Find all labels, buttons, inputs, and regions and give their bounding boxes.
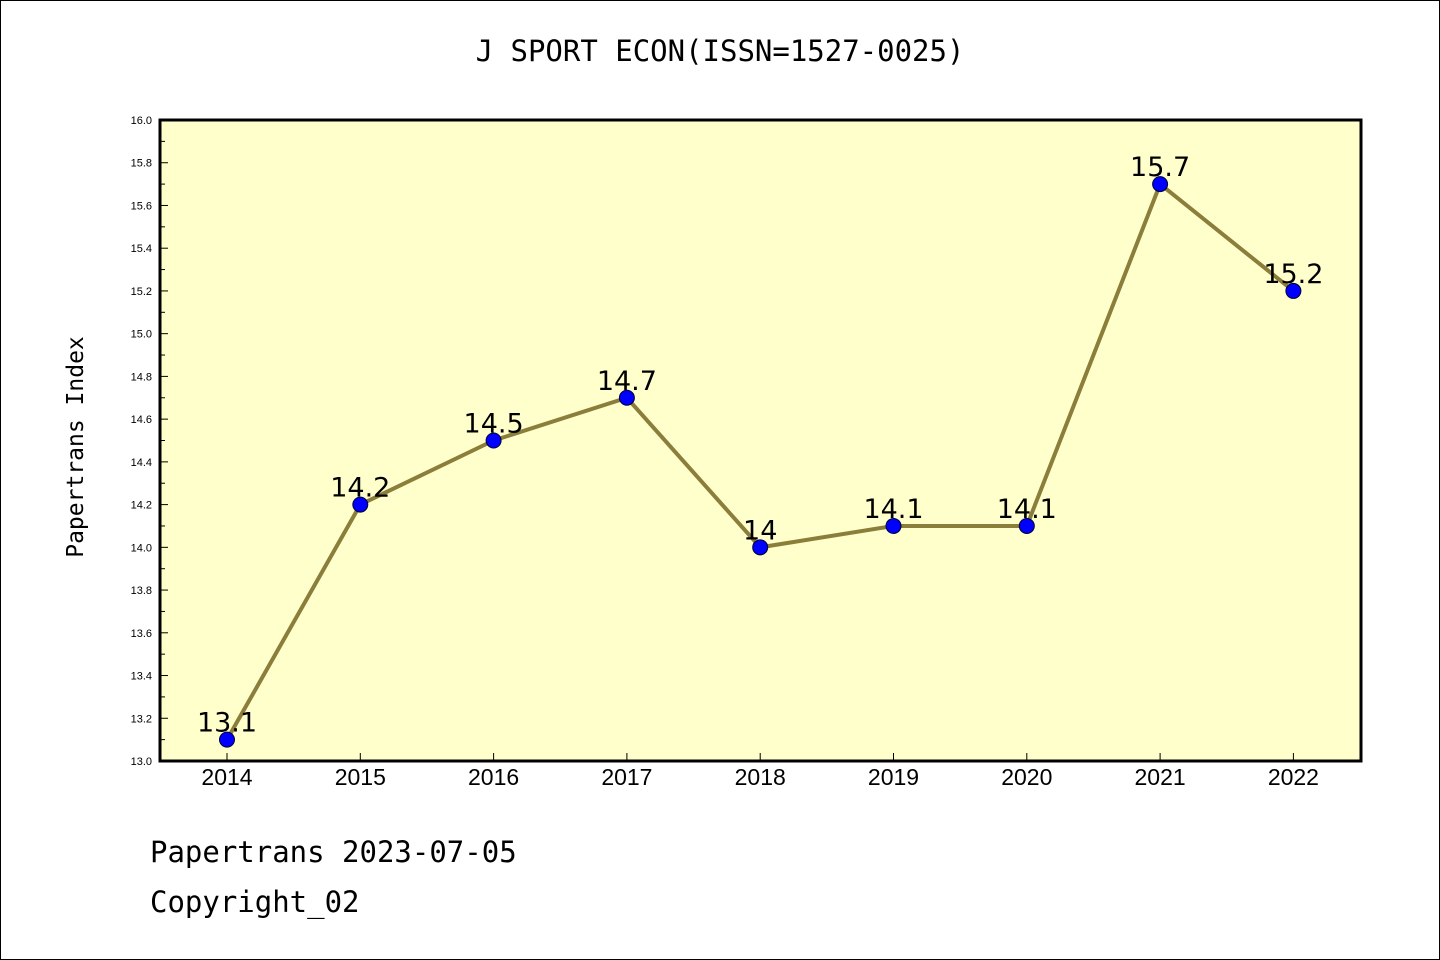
data-label: 14.2 bbox=[330, 473, 390, 504]
data-point-marker bbox=[752, 539, 769, 556]
data-point-marker bbox=[1285, 282, 1302, 299]
x-tick-label: 2021 bbox=[1135, 764, 1186, 790]
data-point-marker bbox=[219, 731, 235, 748]
y-tick-label: 13.2 bbox=[131, 713, 152, 725]
data-label: 13.1 bbox=[197, 708, 257, 739]
y-axis: 13.0 13.2 13.4 13.6 13.8 14.0 14.2 14.4 14.6 14.8… bbox=[131, 115, 168, 768]
x-tick-label: 2019 bbox=[868, 764, 919, 790]
y-tick-label: 15.8 bbox=[131, 158, 152, 170]
y-tick-label: 15.0 bbox=[131, 329, 152, 341]
x-axis: 2014 2015 2016 2017 2018 2019 2020 2021 2022 bbox=[201, 753, 1319, 790]
x-tick-label: 2018 bbox=[735, 764, 786, 790]
y-tick-label: 13.6 bbox=[131, 628, 152, 640]
data-label: 15.7 bbox=[1130, 152, 1190, 183]
data-point-marker bbox=[1152, 176, 1169, 193]
y-tick-label: 14.4 bbox=[131, 457, 152, 469]
y-tick-label: 13.4 bbox=[131, 671, 152, 683]
data-point-marker bbox=[485, 432, 502, 449]
data-label: 14.1 bbox=[997, 494, 1057, 525]
x-tick-label: 2015 bbox=[335, 764, 386, 790]
x-tick-label: 2022 bbox=[1268, 764, 1319, 790]
y-tick-label: 15.6 bbox=[131, 200, 152, 212]
data-label: 15.2 bbox=[1263, 259, 1323, 290]
y-tick-label: 13.0 bbox=[131, 756, 152, 768]
data-point-marker bbox=[885, 517, 902, 534]
x-tick-label: 2014 bbox=[201, 764, 252, 790]
y-tick-label: 14.8 bbox=[131, 371, 152, 383]
data-label-group: 13.1 14.2 14.5 14.7 14 14.1 14.1 15.7 15.2 bbox=[197, 152, 1324, 739]
footer-copyright: Copyright_02 bbox=[150, 885, 360, 919]
x-tick-label: 2016 bbox=[468, 764, 519, 790]
data-label: 14.1 bbox=[863, 494, 923, 525]
chart-title: J SPORT ECON(ISSN=1527-0025) bbox=[475, 34, 965, 68]
marker-group bbox=[219, 176, 1302, 748]
x-tick-label: 2017 bbox=[601, 764, 652, 790]
y-tick-label: 14.2 bbox=[131, 500, 152, 512]
footer-date: Papertrans 2023-07-05 bbox=[150, 835, 517, 869]
data-label: 14 bbox=[743, 515, 777, 546]
data-point-marker bbox=[352, 496, 369, 513]
y-tick-label: 14.6 bbox=[131, 414, 152, 426]
y-tick-label: 13.8 bbox=[131, 585, 152, 597]
data-point-marker bbox=[1018, 517, 1035, 534]
y-tick-label: 14.0 bbox=[131, 542, 152, 554]
data-point-marker bbox=[618, 389, 635, 406]
y-tick-label: 15.2 bbox=[131, 286, 152, 298]
data-label: 14.7 bbox=[597, 366, 657, 397]
x-tick-label: 2020 bbox=[1001, 764, 1052, 790]
plot-area bbox=[158, 118, 1363, 763]
y-tick-label: 15.4 bbox=[131, 243, 152, 255]
y-tick-label: 16.0 bbox=[131, 115, 152, 127]
data-label: 14.5 bbox=[464, 409, 524, 440]
